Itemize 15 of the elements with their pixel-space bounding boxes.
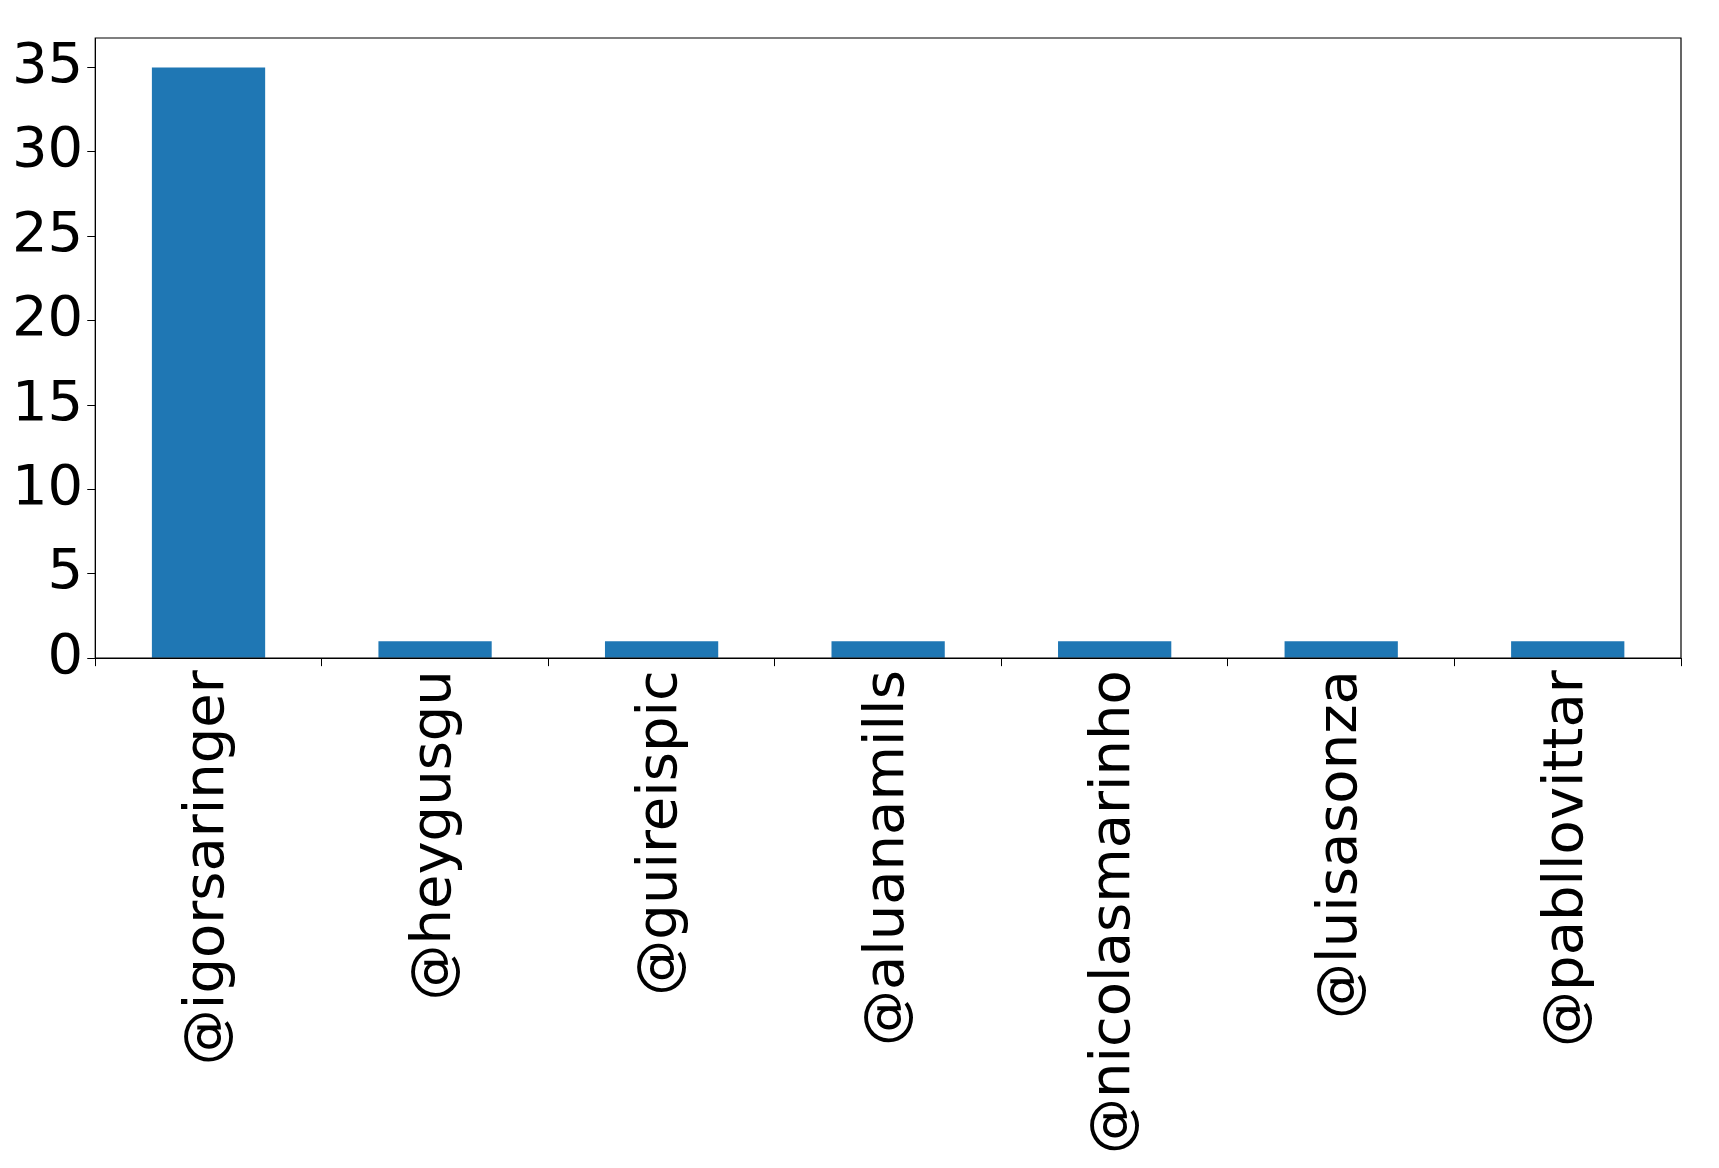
y-tick-label: 10 [11, 451, 84, 517]
y-tick-label: 25 [11, 198, 84, 264]
y-tick-label: 5 [47, 536, 84, 602]
x-tick-label: @nicolasmarinho [1077, 670, 1143, 1155]
y-tick-label: 15 [11, 367, 84, 433]
x-tick-label: @pabllovittar [1530, 669, 1596, 1047]
x-tick-label: @heygusgu [397, 670, 463, 1001]
x-tick-label: @igorsaringer [171, 669, 237, 1066]
y-tick-label: 0 [47, 620, 84, 686]
x-tick-label: @guireispic [624, 670, 690, 996]
x-tick-label: @luisasonza [1303, 670, 1369, 1019]
y-tick-label: 20 [11, 283, 84, 349]
y-tick-label: 30 [11, 114, 84, 180]
x-tick-label: @aluanamills [850, 670, 916, 1047]
y-tick-label: 35 [11, 30, 84, 96]
